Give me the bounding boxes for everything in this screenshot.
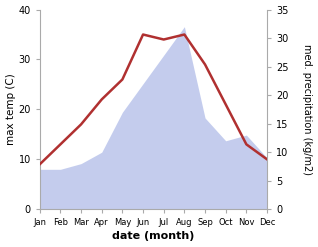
Y-axis label: max temp (C): max temp (C) <box>5 74 16 145</box>
Y-axis label: med. precipitation (kg/m2): med. precipitation (kg/m2) <box>302 44 313 175</box>
X-axis label: date (month): date (month) <box>112 231 195 242</box>
